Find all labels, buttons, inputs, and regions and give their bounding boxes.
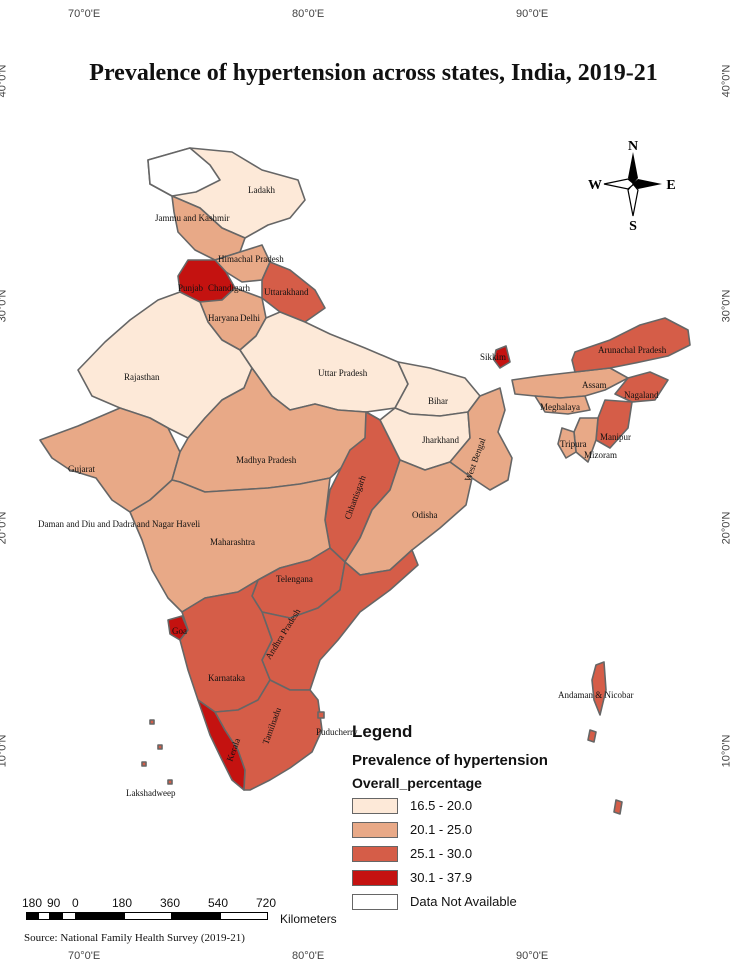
label-chandigarh: Chandigarh	[208, 283, 250, 293]
region-tamilnadu[interactable]	[214, 679, 323, 791]
scale-bar: 180 90 0 180 360 540 720 Kilometers	[22, 896, 352, 936]
legend-item-label: Data Not Available	[410, 894, 517, 909]
scale-tick: 540	[208, 896, 229, 910]
coord-top-80: 80°0'E	[292, 8, 325, 20]
scale-tick: 0	[72, 896, 79, 910]
label-tripura: Tripura	[560, 439, 587, 449]
label-manipur: Manipur	[600, 432, 631, 442]
region-lakshadweep[interactable]	[141, 719, 173, 785]
region-uttarakhand[interactable]	[261, 261, 326, 323]
label-gujarat: Gujarat	[68, 464, 95, 474]
compass-n: N	[628, 139, 638, 154]
scale-tick: 180	[112, 896, 133, 910]
legend-swatch	[352, 869, 398, 886]
legend-swatch	[352, 893, 398, 910]
map-title: Prevalence of hypertension across states…	[89, 60, 658, 86]
label-daman-diu-dnh: Daman and Diu and Dadra and Nagar Haveli	[38, 519, 201, 529]
legend-item: 25.1 - 30.0	[352, 844, 602, 863]
label-telengana: Telengana	[276, 574, 313, 584]
legend-swatch	[352, 845, 398, 862]
label-himachal-pradesh: Himachal Pradesh	[218, 254, 284, 264]
region-sikkim[interactable]	[493, 345, 511, 369]
legend-item: Data Not Available	[352, 892, 602, 911]
legend-title: Legend	[352, 722, 413, 741]
legend-subtitle: Prevalence of hypertension	[352, 752, 548, 769]
label-madhya-pradesh: Madhya Pradesh	[236, 455, 297, 465]
legend-item-label: 16.5 - 20.0	[410, 798, 473, 813]
scale-tick: 180	[22, 896, 43, 910]
legend-item: 16.5 - 20.0	[352, 796, 602, 815]
label-puducherry: Puducherry	[316, 727, 358, 737]
coord-top-90: 90°0'E	[516, 8, 549, 20]
label-delhi: Delhi	[240, 313, 260, 323]
legend-item-label: 30.1 - 37.9	[410, 870, 473, 885]
compass-rose-icon: N S W E	[588, 139, 676, 234]
legend-field: Overall_percentage	[352, 775, 482, 791]
coord-bottom-90: 90°0'E	[516, 950, 549, 962]
legend: Legend Prevalence of hypertension Overal…	[352, 722, 602, 911]
legend-item-label: 25.1 - 30.0	[410, 846, 473, 861]
region-puducherry[interactable]	[317, 711, 325, 719]
coord-bottom-80: 80°0'E	[292, 950, 325, 962]
label-lakshadweep: Lakshadweep	[126, 788, 176, 798]
compass-e: E	[666, 178, 675, 193]
region-andaman-nicobar[interactable]	[587, 661, 623, 815]
label-maharashtra: Maharashtra	[210, 537, 255, 547]
label-sikkim: Sikkim	[480, 352, 506, 362]
label-bihar: Bihar	[428, 396, 448, 406]
scale-tick: 720	[256, 896, 277, 910]
legend-swatch	[352, 797, 398, 814]
label-andaman-nicobar: Andaman & Nicobar	[558, 690, 633, 700]
legend-item: 30.1 - 37.9	[352, 868, 602, 887]
scale-unit: Kilometers	[280, 912, 337, 926]
label-assam: Assam	[582, 380, 607, 390]
label-nagaland: Nagaland	[624, 390, 659, 400]
region-tripura[interactable]	[557, 427, 577, 459]
compass-s: S	[629, 219, 637, 230]
legend-item-label: 20.1 - 25.0	[410, 822, 473, 837]
region-data-not-available[interactable]	[147, 147, 221, 197]
label-karnataka: Karnataka	[208, 673, 245, 683]
legend-swatch	[352, 821, 398, 838]
coord-bottom-70: 70°0'E	[68, 950, 101, 962]
label-arunachal-pradesh: Arunachal Pradesh	[598, 345, 667, 355]
legend-item: 20.1 - 25.0	[352, 820, 602, 839]
label-rajasthan: Rajasthan	[124, 372, 160, 382]
label-jammu-and-kashmir: Jammu and Kashmir	[155, 213, 230, 223]
region-nagaland[interactable]	[614, 371, 669, 403]
compass-w: W	[588, 178, 602, 193]
label-uttarakhand: Uttarakhand	[264, 287, 309, 297]
label-jharkhand: Jharkhand	[422, 435, 459, 445]
label-punjab: Punjab	[178, 283, 204, 293]
region-assam[interactable]	[511, 367, 629, 399]
label-meghalaya: Meghalaya	[540, 402, 580, 412]
label-ladakh: Ladakh	[248, 185, 275, 195]
scale-tick: 360	[160, 896, 181, 910]
region-meghalaya[interactable]	[534, 395, 591, 415]
north-arrow: N S W E	[588, 138, 678, 234]
region-bihar[interactable]	[394, 361, 481, 417]
region-arunachal-pradesh[interactable]	[571, 317, 691, 373]
label-mizoram: Mizoram	[584, 450, 617, 460]
label-haryana: Haryana	[208, 313, 238, 323]
label-goa: Goa	[172, 626, 187, 636]
label-odisha: Odisha	[412, 510, 438, 520]
coord-top-70: 70°0'E	[68, 8, 101, 20]
label-uttar-pradesh: Uttar Pradesh	[318, 368, 368, 378]
region-west-bengal[interactable]	[449, 387, 513, 491]
scale-tick: 90	[47, 896, 61, 910]
source-note: Source: National Family Health Survey (2…	[24, 932, 245, 944]
